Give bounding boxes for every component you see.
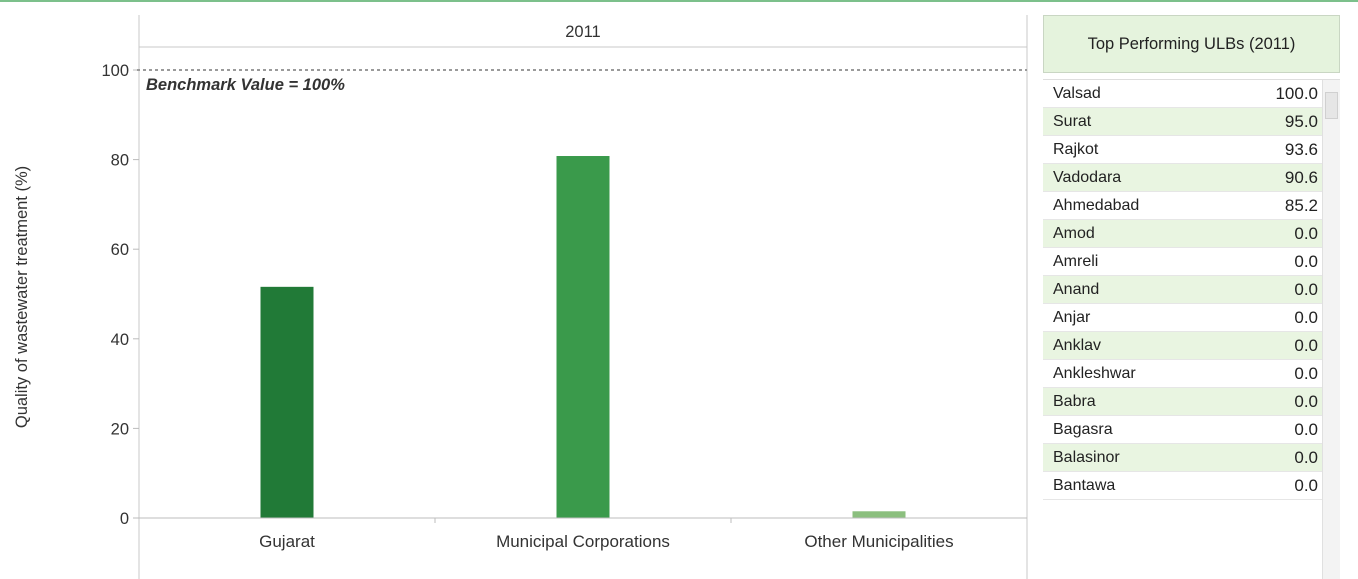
- table-row[interactable]: Valsad 100.0: [1043, 80, 1322, 108]
- table-row[interactable]: Rajkot 93.6: [1043, 136, 1322, 164]
- y-tick-label: 0: [120, 510, 129, 528]
- row-ulb-value: 0.0: [1294, 335, 1318, 355]
- y-tick-label: 40: [111, 331, 129, 349]
- row-ulb-name: Ankleshwar: [1053, 364, 1136, 382]
- row-ulb-value: 100.0: [1275, 83, 1318, 103]
- row-ulb-name: Rajkot: [1053, 140, 1099, 158]
- table-row[interactable]: Ankleshwar 0.0: [1043, 360, 1322, 388]
- x-tick-label: Gujarat: [259, 532, 315, 551]
- bar-municipal-corporations[interactable]: [556, 156, 610, 519]
- row-ulb-value: 85.2: [1284, 195, 1318, 215]
- row-ulb-value: 95.0: [1284, 111, 1318, 131]
- table-row[interactable]: Surat 95.0: [1043, 108, 1322, 136]
- bar-other-municipalities[interactable]: [852, 511, 906, 518]
- y-tick-label: 60: [111, 241, 129, 259]
- table-scrollbar-thumb[interactable]: [1325, 92, 1338, 119]
- y-tick-label: 100: [101, 62, 129, 80]
- row-ulb-name: Balasinor: [1053, 448, 1120, 466]
- row-ulb-name: Babra: [1053, 392, 1096, 410]
- row-ulb-value: 0.0: [1294, 475, 1318, 495]
- y-axis-label: Quality of wastewater treatment (%): [13, 166, 31, 428]
- table-row[interactable]: Amreli 0.0: [1043, 248, 1322, 276]
- table-row[interactable]: Vadodara 90.6: [1043, 164, 1322, 192]
- top-ulbs-rows: Valsad 100.0 Surat 95.0 Rajkot 93.6 Vadodara 90…: [1043, 80, 1322, 500]
- row-ulb-value: 0.0: [1294, 279, 1318, 299]
- top-ulbs-panel: Top Performing ULBs (2011) Valsad 100.0 Su…: [1043, 15, 1340, 579]
- benchmark-label: Benchmark Value = 100%: [146, 76, 345, 94]
- row-ulb-value: 0.0: [1294, 251, 1318, 271]
- top-ulbs-header: Top Performing ULBs (2011): [1043, 15, 1340, 73]
- x-tick-label: Municipal Corporations: [496, 532, 670, 551]
- bar-gujarat[interactable]: [260, 286, 314, 518]
- table-row[interactable]: Anand 0.0: [1043, 276, 1322, 304]
- top-accent-rule: [0, 0, 1358, 2]
- row-ulb-name: Surat: [1053, 112, 1092, 130]
- top-ulbs-table: Valsad 100.0 Surat 95.0 Rajkot 93.6 Vadodara 90…: [1043, 79, 1340, 579]
- row-ulb-name: Amod: [1053, 224, 1095, 242]
- row-ulb-name: Valsad: [1053, 84, 1101, 102]
- table-scrollbar[interactable]: [1322, 80, 1340, 579]
- row-ulb-value: 0.0: [1294, 447, 1318, 467]
- y-tick-label: 20: [111, 420, 129, 438]
- table-row[interactable]: Bagasra 0.0: [1043, 416, 1322, 444]
- table-row[interactable]: Babra 0.0: [1043, 388, 1322, 416]
- table-row[interactable]: Amod 0.0: [1043, 220, 1322, 248]
- row-ulb-value: 0.0: [1294, 363, 1318, 383]
- panel-title: 2011: [565, 23, 600, 41]
- row-ulb-value: 90.6: [1284, 167, 1318, 187]
- row-ulb-name: Anjar: [1053, 308, 1091, 326]
- table-row[interactable]: Anjar 0.0: [1043, 304, 1322, 332]
- row-ulb-name: Amreli: [1053, 252, 1099, 270]
- table-row[interactable]: Balasinor 0.0: [1043, 444, 1322, 472]
- row-ulb-name: Ahmedabad: [1053, 196, 1140, 214]
- table-row[interactable]: Anklav 0.0: [1043, 332, 1322, 360]
- row-ulb-value: 0.0: [1294, 419, 1318, 439]
- row-ulb-name: Bantawa: [1053, 476, 1116, 494]
- chart-frame: 2011: [138, 15, 1028, 579]
- y-tick-label: 80: [111, 152, 129, 170]
- x-tick-label: Other Municipalities: [804, 532, 953, 551]
- row-ulb-name: Vadodara: [1053, 168, 1122, 186]
- top-ulbs-title: Top Performing ULBs (2011): [1087, 35, 1296, 53]
- bar-chart: 2011 Quality of wastewater treatment (%)…: [13, 15, 1028, 579]
- row-ulb-value: 0.0: [1294, 223, 1318, 243]
- row-ulb-value: 93.6: [1284, 139, 1318, 159]
- table-row[interactable]: Bantawa 0.0: [1043, 472, 1322, 500]
- row-ulb-name: Anand: [1053, 280, 1100, 298]
- row-ulb-value: 0.0: [1294, 391, 1318, 411]
- row-ulb-name: Bagasra: [1053, 420, 1113, 438]
- table-row[interactable]: Ahmedabad 85.2: [1043, 192, 1322, 220]
- row-ulb-value: 0.0: [1294, 307, 1318, 327]
- row-ulb-name: Anklav: [1053, 336, 1102, 354]
